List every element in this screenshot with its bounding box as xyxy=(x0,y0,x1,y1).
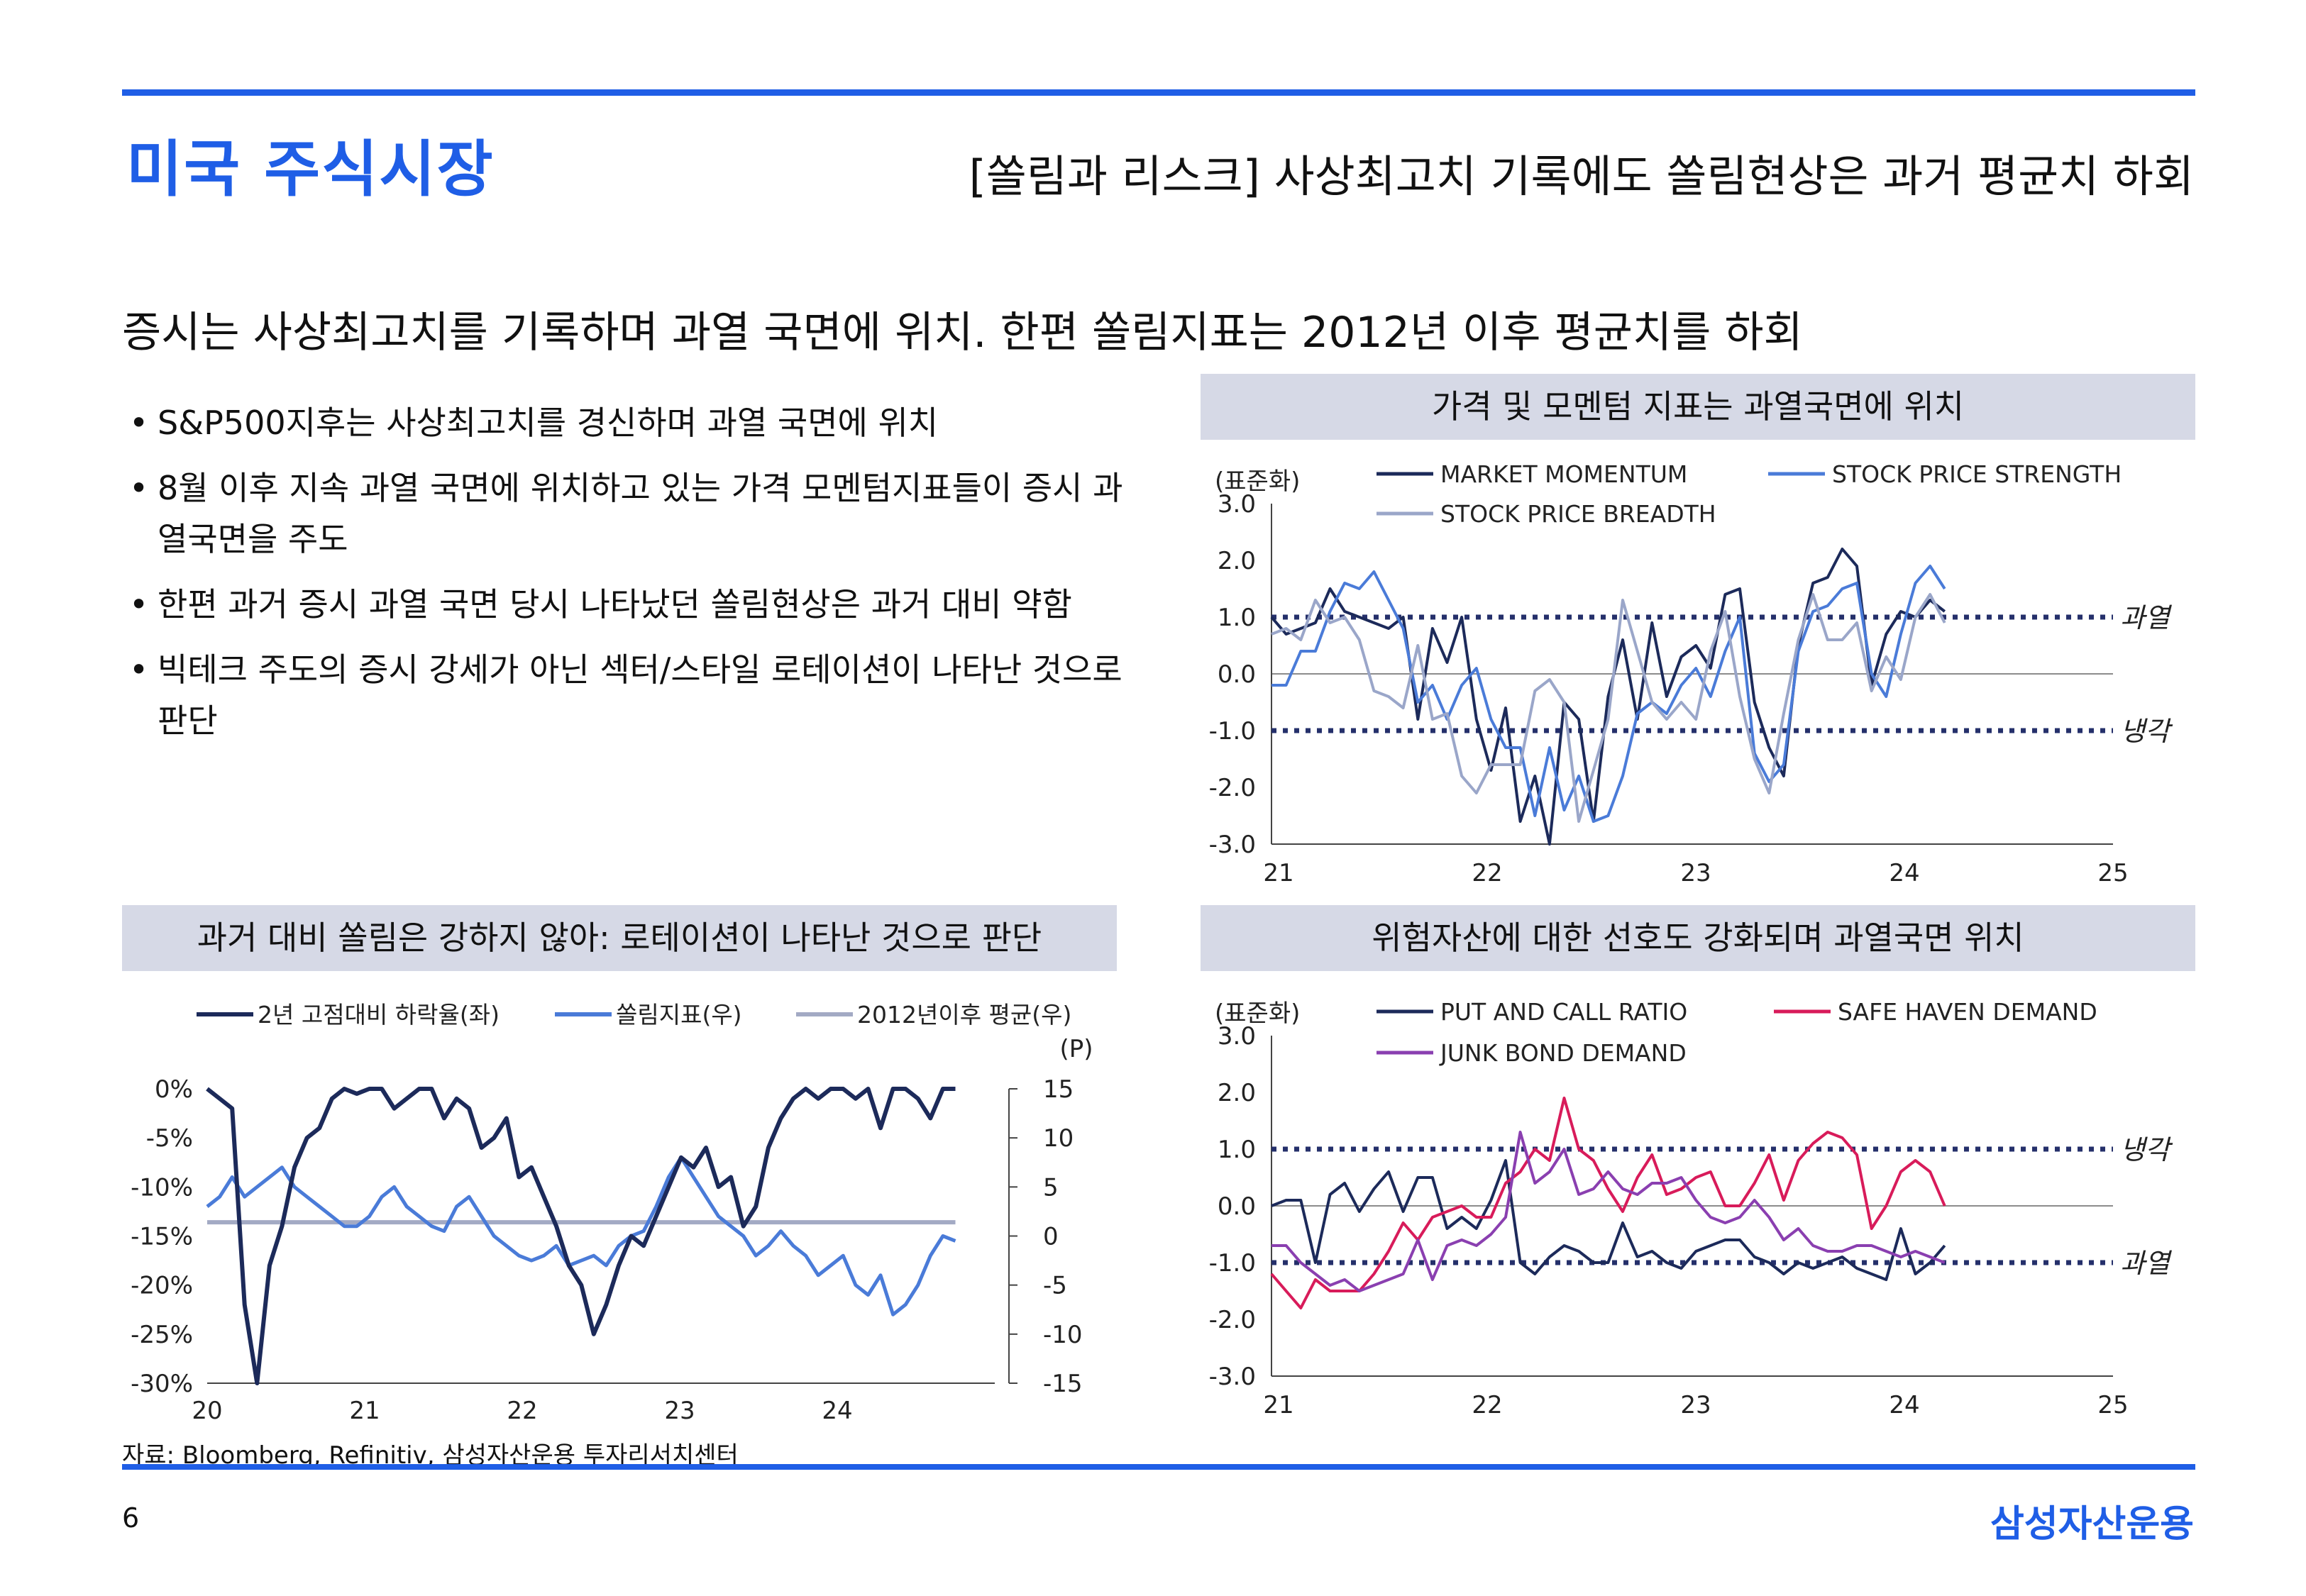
brand-logo-text: 삼성자산운용 xyxy=(1990,1503,2194,1546)
legend-label: STOCK PRICE STRENGTH xyxy=(1832,460,2122,488)
legend-label: 쏠림지표(우) xyxy=(616,1001,742,1029)
left-y-tick-label: -20% xyxy=(131,1272,193,1300)
x-tick-label: 23 xyxy=(1680,859,1711,887)
legend-label: 2년 고점대비 하락율(좌) xyxy=(258,1001,500,1029)
y-tick-label: 0.0 xyxy=(1218,660,1256,689)
chart1-svg: (표준화) -3.0 -2.0 -1.0 0.0 1.0 2.0 3.0 21 22 23 24 25 과… xyxy=(1209,460,2173,887)
series-line xyxy=(1271,1131,1946,1292)
chart1: (표준화) -3.0 -2.0 -1.0 0.0 1.0 2.0 3.0 21 22 23 24 25 과… xyxy=(1201,447,2195,901)
x-tick-label: 22 xyxy=(1472,1391,1502,1419)
y-axis-unit-label: (표준화) xyxy=(1215,467,1300,496)
bottom-rule xyxy=(122,1464,2195,1470)
chart3: (표준화) -3.0 -2.0 -1.0 0.0 1.0 2.0 3.0 21 22 23 24 25 냉… xyxy=(1201,979,2195,1426)
x-tick-label: 22 xyxy=(1472,859,1502,887)
x-tick-label: 25 xyxy=(2097,859,2128,887)
bullet-dot: • xyxy=(129,585,149,624)
y-tick-label: 2.0 xyxy=(1218,1079,1256,1107)
reference-line-label: 과열 xyxy=(2120,1248,2172,1279)
bullet-text: 빅테크 주도의 증시 강세가 아닌 섹터/스타일 로테이션이 나타난 것으로 판… xyxy=(158,650,1122,740)
legend-label: MARKET MOMENTUM xyxy=(1440,460,1687,488)
section-headline: 증시는 사상최고치를 기록하며 과열 국면에 위치. 한편 쏠림지표는 2012… xyxy=(122,308,1803,358)
x-tick-label: 20 xyxy=(192,1397,222,1425)
left-y-tick-label: -10% xyxy=(131,1173,193,1202)
bullet-dot: • xyxy=(129,404,149,442)
reference-line-label: 냉각 xyxy=(2120,716,2173,747)
legend-label: SAFE HAVEN DEMAND xyxy=(1838,998,2097,1026)
right-y-tick-label: 0 xyxy=(1043,1223,1059,1251)
bullet-text: S&P500지후는 사상최고치를 경신하며 과열 국면에 위치 xyxy=(158,404,939,442)
y-tick-label: -1.0 xyxy=(1209,717,1256,746)
bullet-item: • 8월 이후 지속 과열 국면에 위치하고 있는 가격 모멘텀지표들이 증시 과… xyxy=(129,462,1151,565)
x-tick-label: 24 xyxy=(822,1397,852,1425)
y-tick-label: 2.0 xyxy=(1218,547,1256,575)
x-tick-label: 21 xyxy=(1263,1391,1293,1419)
top-rule xyxy=(122,89,2195,96)
left-y-tick-label: -5% xyxy=(146,1124,193,1153)
y-tick-label: 3.0 xyxy=(1218,1022,1256,1051)
left-y-tick-label: 0% xyxy=(155,1075,193,1104)
bullet-text: 8월 이후 지속 과열 국면에 위치하고 있는 가격 모멘텀지표들이 증시 과열… xyxy=(158,469,1123,558)
series-line xyxy=(206,1087,956,1385)
series-line xyxy=(1271,593,1946,823)
y-tick-label: -3.0 xyxy=(1209,1363,1256,1391)
bullet-item: • 빅테크 주도의 증시 강세가 아닌 섹터/스타일 로테이션이 나타난 것으로 … xyxy=(129,644,1151,746)
y-tick-label: 3.0 xyxy=(1218,490,1256,519)
right-y-tick-label: -10 xyxy=(1043,1321,1083,1349)
page-number: 6 xyxy=(122,1502,140,1534)
y-tick-label: 1.0 xyxy=(1218,604,1256,632)
y-tick-label: -1.0 xyxy=(1209,1249,1256,1278)
y-tick-label: 0.0 xyxy=(1218,1192,1256,1221)
right-y-tick-label: 15 xyxy=(1043,1075,1074,1104)
reference-line-label: 과열 xyxy=(2120,602,2172,633)
legend-label: PUT AND CALL RATIO xyxy=(1440,998,1687,1026)
header-subtitle: [쏠림과 리스크] 사상최고치 기록에도 쏠림현상은 과거 평균치 하회 xyxy=(969,150,2194,202)
x-tick-label: 23 xyxy=(664,1397,695,1425)
series-line xyxy=(1270,1097,1946,1309)
y-tick-label: -2.0 xyxy=(1209,1306,1256,1334)
chart3-svg: (표준화) -3.0 -2.0 -1.0 0.0 1.0 2.0 3.0 21 22 23 24 25 냉… xyxy=(1209,998,2173,1419)
right-y-tick-label: 5 xyxy=(1043,1173,1059,1202)
bullet-dot: • xyxy=(129,650,149,689)
legend-label: JUNK BOND DEMAND xyxy=(1439,1039,1687,1067)
series-line xyxy=(1271,565,1946,823)
x-tick-label: 23 xyxy=(1680,1391,1711,1419)
y-axis-unit-label: (표준화) xyxy=(1215,999,1300,1028)
chart2: 2년 고점대비 하락율(좌) 쏠림지표(우) 2012년이후 평균(우) (P) 0% -… xyxy=(122,979,1117,1426)
chart3-panel-title: 위험자산에 대한 선호도 강화되며 과열국면 위치 xyxy=(1201,905,2195,971)
x-tick-label: 24 xyxy=(1889,859,1919,887)
y-tick-label: -3.0 xyxy=(1209,831,1256,859)
right-axis-unit-label: (P) xyxy=(1059,1035,1093,1063)
chart1-panel-title: 가격 및 모멘텀 지표는 과열국면에 위치 xyxy=(1201,374,2195,440)
right-y-tick-label: -5 xyxy=(1043,1272,1067,1300)
series-line xyxy=(1271,1159,1946,1281)
x-tick-label: 21 xyxy=(1263,859,1293,887)
left-y-tick-label: -15% xyxy=(131,1223,193,1251)
left-y-tick-label: -25% xyxy=(131,1321,193,1349)
left-y-tick-label: -30% xyxy=(131,1370,193,1398)
y-tick-label: -2.0 xyxy=(1209,774,1256,802)
bullet-item: • 한편 과거 증시 과열 국면 당시 나타났던 쏠림현상은 과거 대비 약함 xyxy=(129,579,1151,630)
right-y-tick-label: 10 xyxy=(1043,1124,1074,1153)
y-tick-label: 1.0 xyxy=(1218,1136,1256,1164)
bullet-item: • S&P500지후는 사상최고치를 경신하며 과열 국면에 위치 xyxy=(129,397,1151,448)
bullet-list: • S&P500지후는 사상최고치를 경신하며 과열 국면에 위치 • 8월 이후 … xyxy=(129,397,1151,760)
series-line xyxy=(206,1156,956,1317)
x-tick-label: 24 xyxy=(1889,1391,1919,1419)
x-tick-label: 22 xyxy=(507,1397,537,1425)
chart2-panel-title: 과거 대비 쏠림은 강하지 않아: 로테이션이 나타난 것으로 판단 xyxy=(122,905,1117,971)
right-y-tick-label: -15 xyxy=(1043,1370,1083,1398)
x-tick-label: 25 xyxy=(2097,1391,2128,1419)
legend-label: 2012년이후 평균(우) xyxy=(857,1001,1071,1029)
bullet-text: 한편 과거 증시 과열 국면 당시 나타났던 쏠림현상은 과거 대비 약함 xyxy=(158,585,1072,624)
series-line xyxy=(1270,548,1946,846)
x-tick-label: 21 xyxy=(349,1397,380,1425)
legend-label: STOCK PRICE BREADTH xyxy=(1440,500,1716,528)
chart2-svg: 2년 고점대비 하락율(좌) 쏠림지표(우) 2012년이후 평균(우) (P) 0% -… xyxy=(131,1001,1093,1425)
page-title: 미국 주식시장 xyxy=(126,134,495,205)
bullet-dot: • xyxy=(129,469,149,507)
reference-line-label: 냉각 xyxy=(2120,1134,2173,1165)
